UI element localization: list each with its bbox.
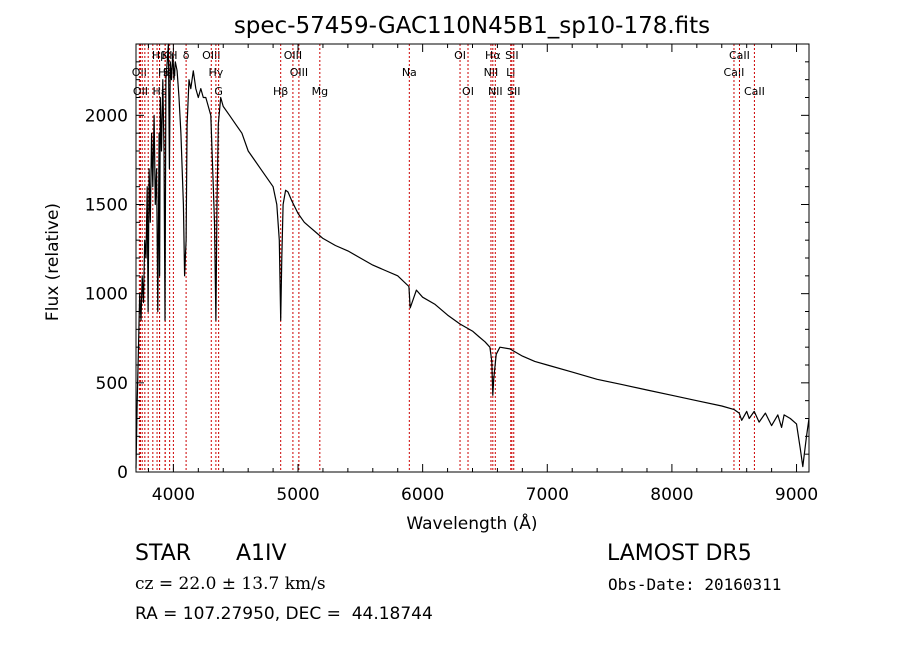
y-tick-label: 500	[96, 374, 128, 394]
x-axis: 4000 5000 6000 7000 8000 9000	[147, 44, 818, 505]
spectral-line-label: NII	[484, 66, 499, 79]
spectrum-series	[135, 43, 810, 469]
chart-title: spec-57459-GAC110N45B1_sp10-178.fits	[234, 13, 710, 39]
x-axis-label: Wavelength (Å)	[406, 512, 537, 534]
spectral-line-label: Na	[402, 66, 417, 79]
x-tick-label: 7000	[526, 485, 569, 505]
plot-frame	[135, 43, 810, 473]
spectral-line-label: OIII	[202, 49, 220, 62]
spectral-line-label: SII	[507, 85, 520, 98]
x-tick-label: 5000	[276, 485, 319, 505]
y-tick-label: 0	[117, 463, 128, 483]
y-tick-label: 2000	[85, 106, 128, 126]
spectral-line-label: Mg	[312, 85, 328, 98]
spectral-line-label: G	[214, 85, 223, 98]
spectral-line-label: Hβ	[273, 85, 288, 98]
y-axis-label: Flux (relative)	[43, 203, 63, 321]
spectral-line-label: OIII	[284, 49, 302, 62]
spectral-line-label: CaII	[724, 66, 745, 79]
spectral-line-label: OII	[133, 85, 148, 98]
obs-date: Obs-Date: 20160311	[608, 575, 782, 594]
spectral-line-label: Li	[506, 66, 515, 79]
y-axis: 0 500 1000 1500 2000	[85, 43, 809, 483]
coordinates: RA = 107.27950, DEC = 44.18744	[135, 604, 433, 624]
spectral-line-label: Hγ	[208, 66, 223, 79]
spectral-line-label: CaII	[729, 49, 750, 62]
spectral-line-label: OI	[454, 49, 466, 62]
spectral-line-label: OI	[462, 85, 474, 98]
spectral-line-label: Hα	[485, 49, 501, 62]
object-subclass: A1IV	[236, 541, 287, 566]
survey-name: LAMOST DR5	[607, 541, 752, 566]
x-tick-label: 8000	[650, 485, 693, 505]
redshift-value: cz = 22.0 ± 13.7 km/s	[135, 574, 326, 594]
spectral-line-label: CaII	[744, 85, 765, 98]
spectral-line-label: Hε	[152, 85, 166, 98]
spectral-line-label: K	[162, 49, 170, 62]
x-tick-label: 9000	[775, 485, 818, 505]
spectral-line-label: OIII	[290, 66, 308, 79]
y-tick-label: 1500	[85, 196, 128, 216]
x-tick-label: 6000	[401, 485, 444, 505]
spectral-line-label: SII	[505, 49, 518, 62]
spectrum-line	[135, 43, 810, 469]
spectral-line-label: Hβ	[152, 49, 167, 62]
x-tick-label: 4000	[152, 485, 195, 505]
spectral-line-label: NII	[488, 85, 503, 98]
y-tick-label: 1000	[85, 285, 128, 305]
spectral-line-label: δ	[183, 49, 190, 62]
object-class: STAR	[135, 541, 192, 566]
